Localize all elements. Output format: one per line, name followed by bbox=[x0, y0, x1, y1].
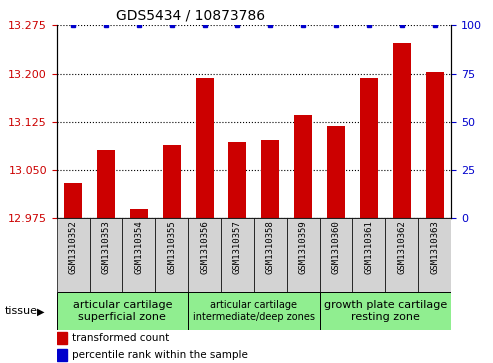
Bar bbox=[254, 218, 287, 292]
Text: tissue: tissue bbox=[5, 306, 38, 316]
Bar bbox=[319, 292, 451, 330]
Bar bbox=[188, 292, 319, 330]
Text: percentile rank within the sample: percentile rank within the sample bbox=[72, 350, 248, 360]
Text: GSM1310352: GSM1310352 bbox=[69, 220, 77, 274]
Bar bbox=[122, 218, 155, 292]
Text: GSM1310362: GSM1310362 bbox=[397, 220, 406, 274]
Bar bbox=[57, 332, 67, 344]
Bar bbox=[97, 151, 115, 218]
Bar bbox=[360, 78, 378, 218]
Text: GSM1310359: GSM1310359 bbox=[299, 220, 308, 274]
Bar bbox=[425, 72, 444, 218]
Bar bbox=[221, 218, 254, 292]
Text: GSM1310356: GSM1310356 bbox=[200, 220, 209, 274]
Bar bbox=[130, 209, 148, 218]
Text: GDS5434 / 10873786: GDS5434 / 10873786 bbox=[116, 9, 265, 23]
Text: GSM1310354: GSM1310354 bbox=[135, 220, 143, 274]
Bar bbox=[163, 145, 181, 218]
Bar bbox=[90, 218, 122, 292]
Bar bbox=[327, 126, 345, 218]
Bar bbox=[287, 218, 319, 292]
Bar bbox=[57, 292, 188, 330]
Bar bbox=[319, 218, 352, 292]
Text: GSM1310357: GSM1310357 bbox=[233, 220, 242, 274]
Bar bbox=[352, 218, 386, 292]
Bar bbox=[57, 349, 67, 362]
Text: articular cartilage
superficial zone: articular cartilage superficial zone bbox=[72, 301, 172, 322]
Bar bbox=[294, 115, 312, 218]
Text: GSM1310353: GSM1310353 bbox=[102, 220, 110, 274]
Bar bbox=[228, 142, 246, 218]
Bar bbox=[261, 139, 280, 218]
Text: transformed count: transformed count bbox=[72, 333, 170, 343]
Bar bbox=[188, 218, 221, 292]
Text: GSM1310363: GSM1310363 bbox=[430, 220, 439, 274]
Text: growth plate cartilage
resting zone: growth plate cartilage resting zone bbox=[324, 301, 447, 322]
Bar bbox=[393, 43, 411, 218]
Text: GSM1310360: GSM1310360 bbox=[332, 220, 341, 274]
Bar bbox=[57, 218, 90, 292]
Text: GSM1310361: GSM1310361 bbox=[364, 220, 373, 274]
Text: articular cartilage
intermediate/deep zones: articular cartilage intermediate/deep zo… bbox=[193, 301, 315, 322]
Bar bbox=[196, 78, 213, 218]
Text: ▶: ▶ bbox=[36, 306, 44, 316]
Bar bbox=[155, 218, 188, 292]
Bar bbox=[386, 218, 418, 292]
Bar bbox=[418, 218, 451, 292]
Text: GSM1310355: GSM1310355 bbox=[167, 220, 176, 274]
Text: GSM1310358: GSM1310358 bbox=[266, 220, 275, 274]
Bar bbox=[64, 183, 82, 218]
